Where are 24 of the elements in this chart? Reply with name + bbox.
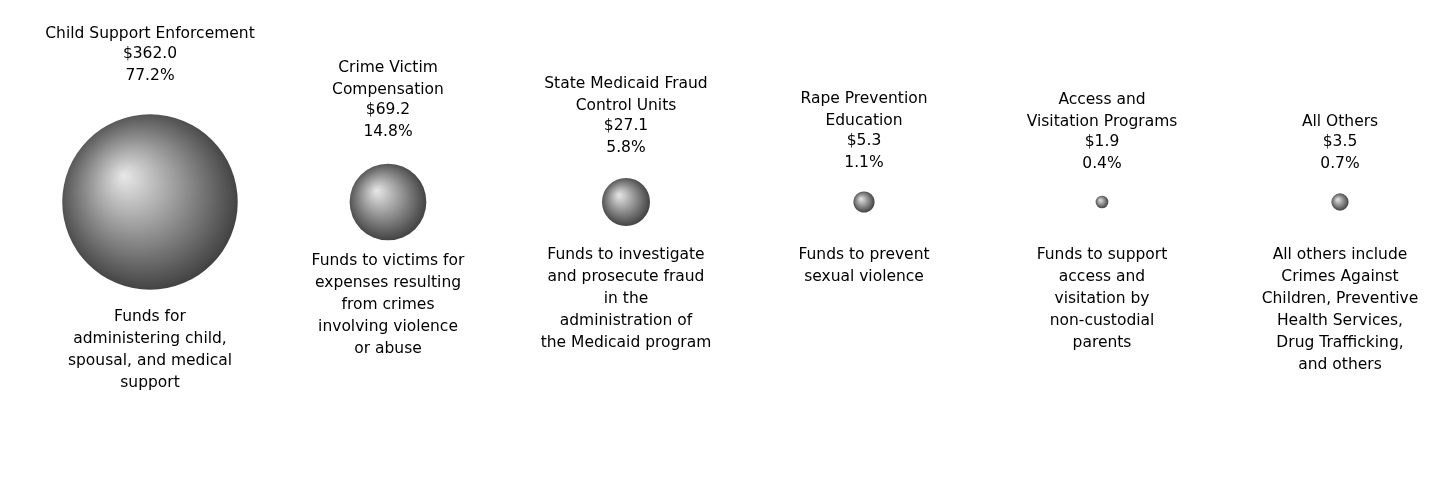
- text: Funds to victims for expenses resulting from crimes involving violence or abuse: [311, 251, 465, 358]
- text: 0.4%: [1082, 154, 1122, 172]
- text: 14.8%: [363, 121, 413, 140]
- category-label: Child Support Enforcement: [45, 23, 255, 42]
- category-label: Crime Victim Compensation: [332, 57, 444, 98]
- data-label: $3.5: [1322, 132, 1358, 150]
- text: 5.8%: [606, 137, 646, 156]
- text: 77.2%: [125, 65, 175, 84]
- data-label: $1.9: [1084, 132, 1120, 150]
- category-label: All Others: [1301, 111, 1379, 130]
- category-label: State Medicaid Fraud Control Units: [544, 73, 708, 114]
- data-label: $27.1: [603, 115, 649, 134]
- category-label: Access and Visitation Programs: [1026, 89, 1178, 130]
- category-label: Rape Prevention Education: [800, 88, 928, 129]
- data-label: $362.0: [122, 43, 178, 62]
- text: Funds to support access and visitation by non-custodial parents: [1036, 245, 1168, 351]
- text: 1.1%: [844, 153, 884, 172]
- text: Funds to prevent sexual violence: [798, 245, 930, 285]
- data-label: $5.3: [846, 131, 882, 150]
- text: 0.7%: [1320, 154, 1360, 172]
- data-label: $69.2: [365, 99, 411, 118]
- text: Funds to investigate and prosecute fraud in the administration of the Medicaid program: [540, 245, 712, 351]
- text: Funds for administering child, spousal, and medical support: [67, 307, 233, 392]
- text: All others include Crimes Against Children, Preventive Health Services, Drug Trafficking, and others: [1261, 245, 1419, 373]
